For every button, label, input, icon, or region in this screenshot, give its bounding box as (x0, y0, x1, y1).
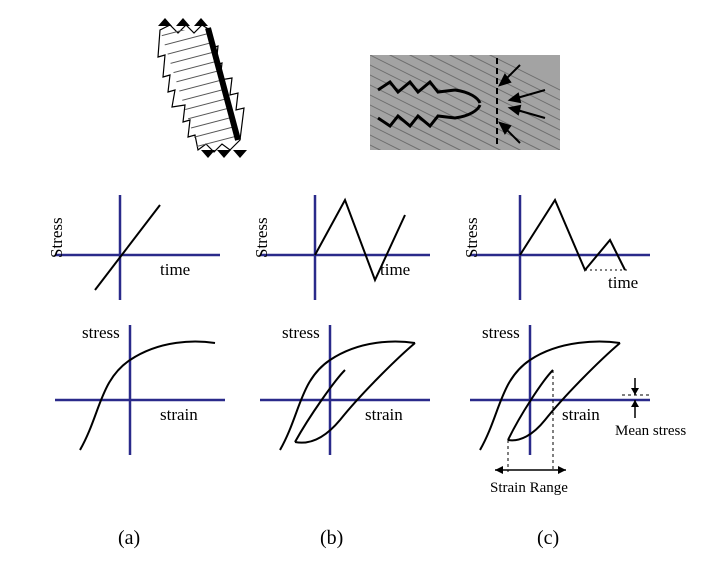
caption-a: (a) (118, 527, 140, 550)
chart-stress-time-b: Stress time (252, 195, 430, 300)
caption-c: (c) (537, 527, 559, 550)
xlabel-time-a: time (160, 260, 190, 279)
ylabel-stress-c: Stress (462, 217, 481, 258)
chart-stress-strain-a: stress strain (55, 323, 225, 455)
mean-stress-label: Mean stress (615, 423, 686, 439)
ylabel-stress-b: Stress (252, 217, 271, 258)
chart-stress-time-a: Stress time (47, 195, 220, 300)
caption-b: (b) (320, 527, 343, 550)
chart-stress-strain-b: stress strain (260, 323, 430, 455)
ylabel-stress2-c: stress (482, 323, 520, 342)
xlabel-strain-b: strain (365, 405, 403, 424)
strain-range-label: Strain Range (490, 480, 568, 496)
chart-stress-time-c: Stress time (462, 195, 650, 300)
xlabel-strain-a: strain (160, 405, 198, 424)
ylabel-stress2-a: stress (82, 323, 120, 342)
ylabel-stress-a: Stress (47, 217, 66, 258)
xlabel-time-b: time (380, 260, 410, 279)
xlabel-strain-c: strain (562, 405, 600, 424)
figure-canvas: Stress time Stress time Stress time stre… (0, 0, 708, 561)
xlabel-time-c: time (608, 273, 638, 292)
shear-block-illustration (145, 10, 260, 170)
chart-stress-strain-c: stress strain Strain Range Mean stress (470, 323, 686, 496)
ylabel-stress2-b: stress (282, 323, 320, 342)
figure-svg: Stress time Stress time Stress time stre… (0, 0, 708, 561)
